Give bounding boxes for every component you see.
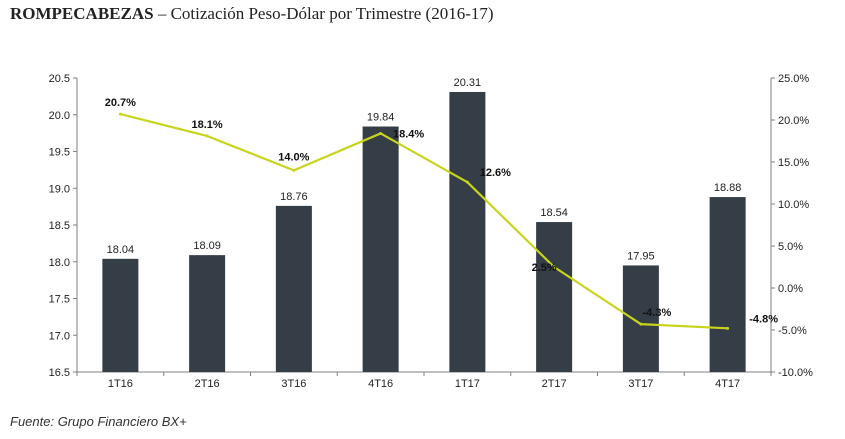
bar-value-label: 18.09 — [193, 240, 221, 252]
left-tick-label: 16.5 — [49, 367, 70, 379]
bar-value-label: 18.04 — [107, 244, 135, 256]
bar — [189, 255, 226, 372]
bar-value-label: 18.54 — [540, 207, 568, 219]
right-tick-label: 15.0% — [778, 157, 809, 169]
line-value-label: -4.3% — [643, 307, 672, 319]
title-bold: ROMPECABEZAS — [10, 4, 154, 23]
line-value-label: 14.0% — [278, 151, 309, 163]
bar-value-label: 20.31 — [454, 77, 482, 89]
left-tick-label: 20.0 — [49, 110, 70, 122]
bar — [275, 205, 312, 372]
left-tick-label: 17.0 — [49, 330, 70, 342]
left-tick-label: 18.5 — [49, 220, 70, 232]
right-tick-label: 25.0% — [778, 73, 809, 85]
x-tick-label: 2T17 — [542, 378, 567, 390]
left-tick-label: 19.5 — [49, 147, 70, 159]
combo-chart: 16.5 17.0 17.5 18.0 18.5 19.0 19.5 20.0 20.5 -10.… — [49, 73, 813, 390]
left-tick-label: 17.5 — [49, 294, 70, 306]
line-point — [379, 131, 383, 135]
bar — [622, 265, 659, 372]
bar — [449, 91, 486, 372]
line-point — [205, 134, 209, 138]
line-point — [552, 265, 556, 269]
bar — [102, 258, 139, 372]
title-rest: – Cotización Peso-Dólar por Trimestre (2… — [153, 4, 494, 23]
bar-value-label: 18.76 — [280, 191, 308, 203]
line-point — [292, 168, 296, 172]
line-value-label: 20.7% — [105, 97, 136, 109]
left-tick-label: 20.5 — [49, 73, 70, 85]
line-value-label: 12.6% — [480, 167, 511, 179]
x-tick-label: 1T16 — [108, 378, 133, 390]
x-tick-label: 3T16 — [281, 378, 306, 390]
line-point — [639, 322, 643, 326]
line-point — [465, 180, 469, 184]
x-tick-label: 2T16 — [195, 378, 220, 390]
right-tick-label: 20.0% — [778, 115, 809, 127]
right-tick-label: 10.0% — [778, 199, 809, 211]
bar — [709, 197, 746, 372]
x-tick-label: 4T17 — [715, 378, 740, 390]
line-value-label: 18.4% — [393, 128, 424, 140]
line-point — [726, 326, 730, 330]
line-series — [120, 113, 728, 330]
right-tick-label: 0.0% — [778, 283, 803, 295]
chart-title: ROMPECABEZAS – Cotización Peso-Dólar por… — [10, 4, 494, 24]
line-value-label: 2.5% — [532, 262, 557, 274]
source-note: Fuente: Grupo Financiero BX+ — [10, 414, 187, 429]
line-value-label: -4.8% — [749, 313, 778, 325]
bar-value-label: 18.88 — [714, 182, 742, 194]
bar — [536, 222, 573, 372]
x-tick-label: 4T16 — [368, 378, 393, 390]
bar-value-label: 17.95 — [627, 250, 655, 262]
line-point — [118, 112, 122, 116]
bar — [362, 126, 399, 372]
left-tick-label: 19.0 — [49, 183, 70, 195]
line-value-label: 18.1% — [192, 119, 223, 131]
left-tick-label: 18.0 — [49, 257, 70, 269]
bar-value-label: 19.84 — [367, 112, 395, 124]
x-tick-label: 1T17 — [455, 378, 480, 390]
right-tick-label: -5.0% — [778, 325, 807, 337]
right-tick-label: -10.0% — [778, 367, 813, 379]
right-tick-label: 5.0% — [778, 241, 803, 253]
x-tick-label: 3T17 — [628, 378, 653, 390]
